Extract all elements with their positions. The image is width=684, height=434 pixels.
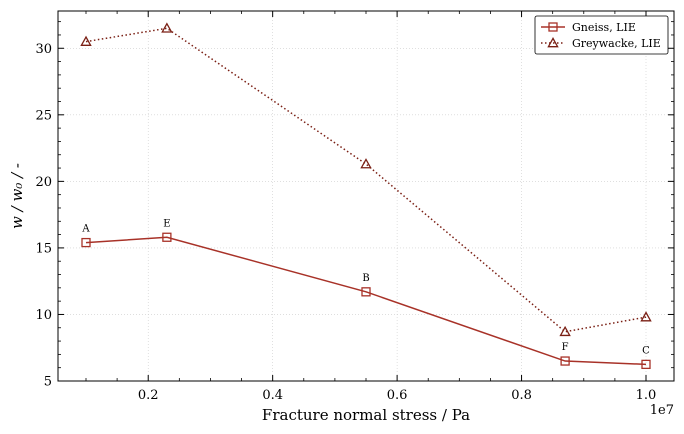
x-axis-offset-label: 1e7 xyxy=(650,403,674,418)
x-tick-label: 0.8 xyxy=(511,388,532,403)
legend-box xyxy=(534,15,669,55)
series-line xyxy=(85,236,647,366)
point-label: B xyxy=(362,273,369,284)
y-axis-title: w / w₀ / - xyxy=(8,163,26,229)
x-axis-title: Fracture normal stress / Pa xyxy=(262,406,470,424)
data-point-triangle xyxy=(161,22,173,33)
data-point-square xyxy=(162,232,172,242)
data-point-square xyxy=(81,237,91,248)
data-point-triangle xyxy=(360,158,372,169)
legend-marker xyxy=(548,22,558,32)
series-line xyxy=(85,27,647,333)
y-tick-label: 25 xyxy=(35,108,52,123)
legend-marker xyxy=(547,37,559,48)
point-label: A xyxy=(81,224,90,235)
y-tick-label: 30 xyxy=(35,42,52,57)
series-2 xyxy=(80,22,652,337)
series-layer xyxy=(80,22,652,370)
y-tick-label: 20 xyxy=(35,175,52,190)
y-tick-label: 10 xyxy=(35,308,52,323)
data-point-triangle xyxy=(640,311,652,322)
point-annotations: A E B F C xyxy=(81,218,650,356)
point-label: F xyxy=(562,342,569,353)
legend-label: Greywacke, LIE xyxy=(572,37,661,50)
data-point-square xyxy=(361,287,371,297)
axis-ticks: 0.2 0.4 0.6 0.8 1.0 5 10 15 20 25 30 xyxy=(35,11,674,403)
y-tick-label: 15 xyxy=(35,241,52,256)
x-tick-label: 0.4 xyxy=(262,388,283,403)
data-point-triangle xyxy=(559,325,571,337)
legend-entry: Gneiss, LIE xyxy=(541,21,636,34)
x-tick-label: 0.2 xyxy=(138,388,159,403)
data-point-square xyxy=(560,356,570,366)
x-tick-label: 0.6 xyxy=(387,388,408,403)
grid-lines xyxy=(58,11,674,382)
data-point-triangle xyxy=(80,35,92,46)
legend: Gneiss, LIE Greywacke, LIE xyxy=(534,15,669,55)
plot-frame xyxy=(57,10,675,382)
legend-label: Gneiss, LIE xyxy=(572,21,636,34)
point-label: C xyxy=(642,345,650,356)
point-label: E xyxy=(163,218,170,229)
legend-entry: Greywacke, LIE xyxy=(541,37,661,50)
y-tick-label: 5 xyxy=(44,375,52,390)
data-point-square xyxy=(641,359,651,370)
series-1 xyxy=(81,232,651,370)
x-tick-label: 1.0 xyxy=(636,388,657,403)
